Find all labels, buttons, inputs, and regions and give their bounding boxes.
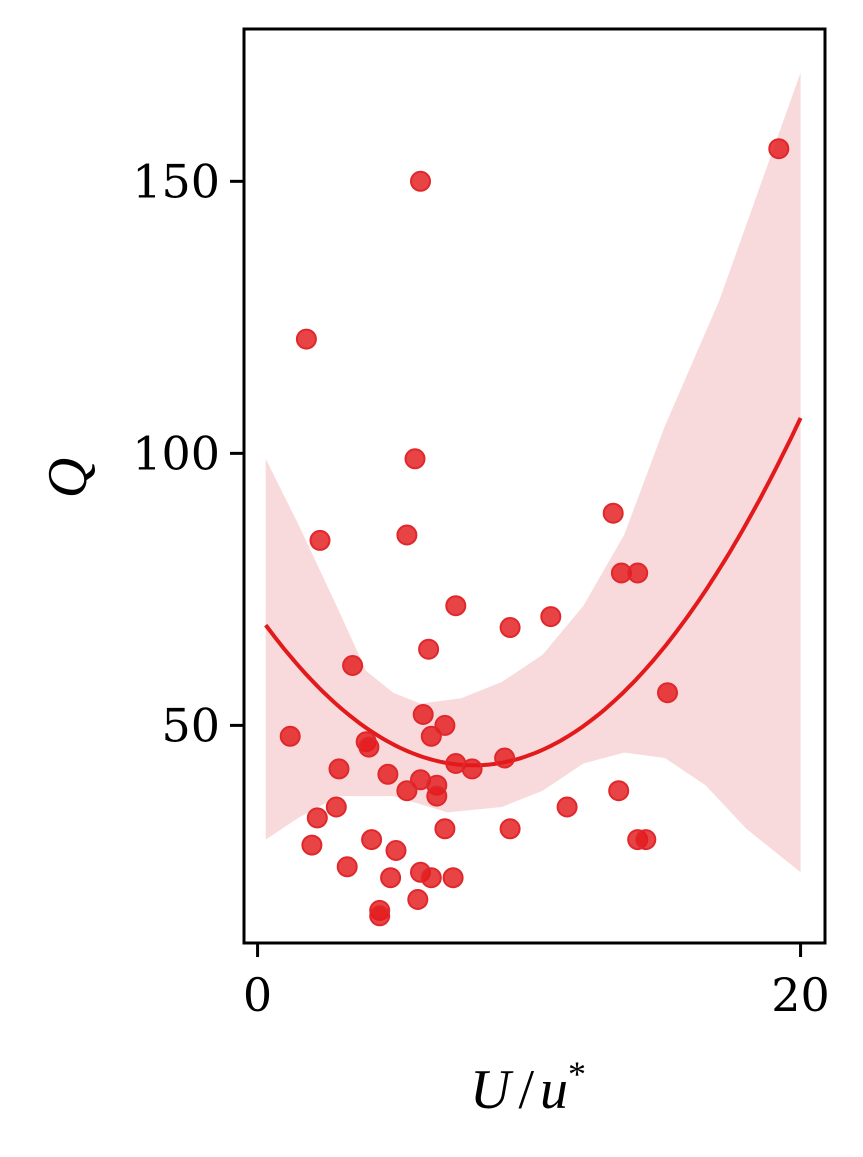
data-point (627, 562, 649, 584)
data-point (385, 840, 407, 861)
data-point (499, 617, 521, 638)
y-tick-label: 100 (132, 426, 220, 480)
data-point (494, 747, 516, 769)
fit-curve-layer (264, 417, 803, 768)
data-point (768, 138, 790, 160)
y-tick-label: 150 (132, 154, 220, 208)
data-point (434, 818, 456, 840)
x-axis-label-superscript: * (568, 1054, 586, 1094)
data-point (499, 818, 521, 840)
data-point (396, 524, 418, 546)
data-point (410, 170, 431, 192)
data-point (369, 905, 391, 927)
data-point (657, 682, 678, 704)
confidence-band-layer (265, 72, 801, 873)
data-point (361, 829, 383, 851)
data-point (420, 867, 442, 889)
data-point (295, 328, 317, 350)
data-point (396, 780, 418, 802)
axis-ticks-layer: 0 20 50 100 150 (132, 154, 830, 1022)
data-point (426, 785, 448, 807)
data-point (445, 595, 467, 617)
y-tick-label: 50 (161, 698, 220, 752)
x-tick-label: 20 (771, 968, 830, 1022)
x-axis-label-denominator: u (540, 1059, 568, 1121)
data-point (602, 502, 624, 524)
data-point (358, 736, 380, 758)
data-point (461, 758, 483, 780)
data-point (279, 725, 301, 747)
confidence-band (265, 72, 801, 873)
data-point (407, 889, 429, 910)
x-axis-label: U / u* (470, 1054, 586, 1121)
data-point (420, 725, 442, 747)
x-axis-label-separator: / (518, 1059, 534, 1121)
y-axis-label: Q (37, 458, 99, 498)
x-axis-label-numerator: U (470, 1059, 514, 1121)
data-point (404, 448, 426, 470)
x-tick-label: 0 (243, 968, 272, 1022)
data-point (556, 796, 578, 818)
data-point (540, 606, 562, 628)
data-point (608, 780, 630, 802)
data-point (328, 758, 350, 780)
data-point (442, 867, 464, 889)
data-point (380, 867, 402, 889)
data-point (418, 638, 440, 660)
data-point (434, 714, 456, 736)
data-point (325, 796, 347, 818)
data-point (336, 856, 358, 878)
data-point (377, 763, 399, 785)
data-point (306, 807, 328, 829)
data-point (412, 704, 434, 725)
fit-curve (264, 417, 803, 768)
plot-frame (242, 27, 827, 945)
data-point (635, 829, 657, 851)
data-point (342, 655, 364, 676)
data-point (309, 529, 331, 551)
data-point (301, 834, 323, 856)
data-points-layer (279, 138, 790, 927)
